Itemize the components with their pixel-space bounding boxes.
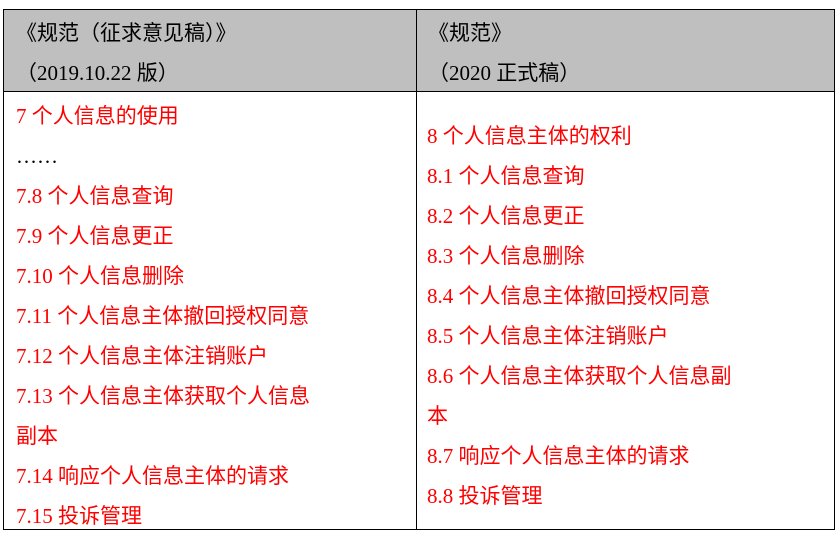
list-item: 本 [427,404,448,428]
header-left-version: （2019.10.22 版） [16,61,179,85]
column-divider [416,10,417,529]
left-column-items: 7 个人信息的使用 …… 7.8 个人信息查询 7.9 个人信息更正 7.10 个人信息… [16,96,310,536]
list-item: 8 个人信息主体的权利 [427,124,632,148]
list-item: …… [16,144,58,168]
list-item: 8.3 个人信息删除 [427,244,585,268]
list-item: 7.14 响应个人信息主体的请求 [16,464,289,488]
list-item: 7.11 个人信息主体撤回授权同意 [16,304,310,328]
list-item: 7.9 个人信息更正 [16,224,174,248]
list-item: 副本 [16,424,58,448]
list-item: 8.6 个人信息主体获取个人信息副 [427,364,732,388]
list-item: 8.7 响应个人信息主体的请求 [427,444,690,468]
list-item: 7.12 个人信息主体注销账户 [16,344,268,368]
header-right-version: （2020 正式稿） [428,61,581,85]
header-right: 《规范》 （2020 正式稿） [428,13,580,93]
list-item: 8.8 投诉管理 [427,484,543,508]
list-item: 7.10 个人信息删除 [16,264,184,288]
comparison-table: 《规范（征求意见稿）》 （2019.10.22 版） 《规范》 （2020 正式… [3,9,835,530]
header-right-title: 《规范》 [428,21,512,45]
list-item: 7 个人信息的使用 [16,104,179,128]
list-item: 7.8 个人信息查询 [16,184,174,208]
table-header-row [4,10,834,92]
list-item: 8.2 个人信息更正 [427,204,585,228]
list-item: 8.4 个人信息主体撤回授权同意 [427,284,711,308]
list-item: 8.5 个人信息主体注销账户 [427,324,669,348]
header-left: 《规范（征求意见稿）》 （2019.10.22 版） [16,13,237,93]
list-item: 7.15 投诉管理 [16,504,142,528]
header-left-title: 《规范（征求意见稿）》 [16,21,237,45]
list-item: 7.13 个人信息主体获取个人信息 [16,384,310,408]
right-column-items: 8 个人信息主体的权利 8.1 个人信息查询 8.2 个人信息更正 8.3 个人信息删… [427,116,732,516]
list-item: 8.1 个人信息查询 [427,164,585,188]
